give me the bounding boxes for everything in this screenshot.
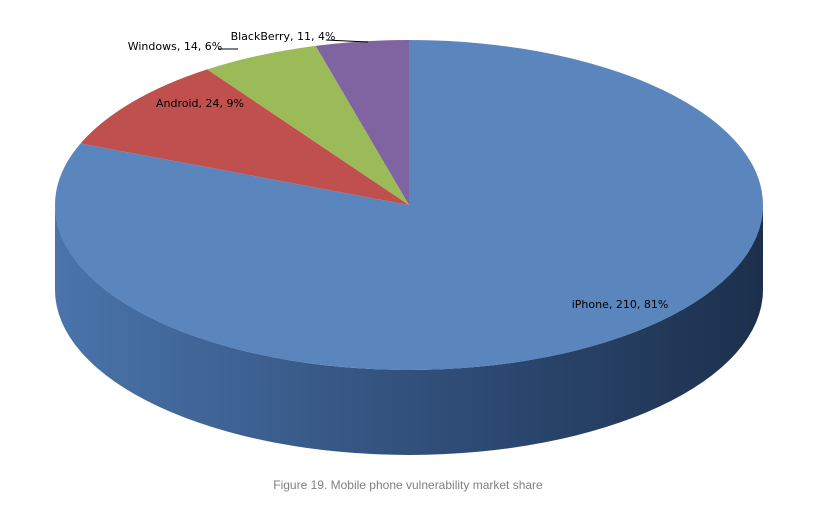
chart-caption: Figure 19. Mobile phone vulnerability ma… bbox=[273, 478, 543, 492]
data-label: Android, 24, 9% bbox=[156, 97, 244, 110]
pie-slice bbox=[55, 40, 764, 370]
pie-slice bbox=[80, 69, 409, 206]
data-label: iPhone, 210, 81% bbox=[572, 298, 669, 311]
pie-slice bbox=[207, 45, 409, 206]
data-label: Windows, 14, 6% bbox=[128, 40, 223, 53]
pie-slice bbox=[315, 40, 409, 205]
pie-side bbox=[55, 205, 763, 455]
data-label: BlackBerry, 11, 4% bbox=[231, 30, 336, 43]
leader-line bbox=[325, 39, 369, 43]
